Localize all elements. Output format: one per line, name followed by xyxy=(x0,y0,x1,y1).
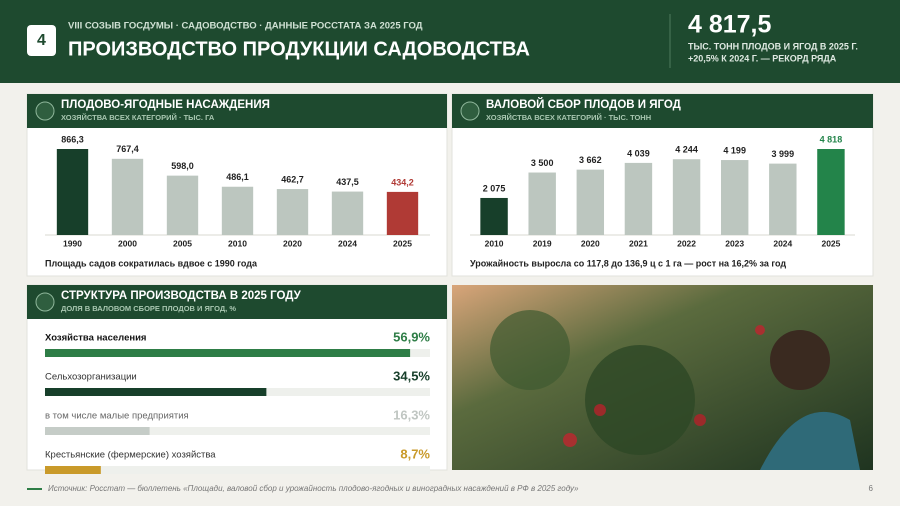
x-tick-label: 1990 xyxy=(63,238,82,248)
bar xyxy=(624,162,653,235)
title: ПРОИЗВОДСТВО ПРОДУКЦИИ САДОВОДСТВА xyxy=(68,38,530,60)
category-label: в том числе малые предприятия xyxy=(45,411,189,422)
category-label: Сельхозорганизации xyxy=(45,372,137,383)
card-header xyxy=(27,285,447,319)
bar xyxy=(576,169,605,235)
kpi-value: 4 817,5 xyxy=(688,11,772,39)
card-note: Урожайность выросла со 117,8 до 136,9 ц … xyxy=(470,258,786,268)
bar xyxy=(45,466,101,474)
card-header xyxy=(452,94,873,128)
page-number: 6 xyxy=(869,484,874,493)
card-icon xyxy=(35,292,55,312)
x-tick-label: 2005 xyxy=(173,238,192,248)
x-tick-label: 2025 xyxy=(393,238,412,248)
card-title: СТРУКТУРА ПРОИЗВОДСТВА В 2025 ГОДУ xyxy=(61,290,302,302)
x-tick-label: 2023 xyxy=(725,238,744,248)
photo xyxy=(452,285,873,470)
kpi-line: ТЫС. ТОНН ПЛОДОВ И ЯГОД В 2025 Г. xyxy=(688,41,858,51)
x-tick-label: 2024 xyxy=(338,238,357,248)
value-label: 34,5% xyxy=(393,368,430,383)
value-label: 4 039 xyxy=(627,148,650,158)
value-label: 4 199 xyxy=(723,145,746,155)
x-tick-label: 2000 xyxy=(118,238,137,248)
category-label: Хозяйства населения xyxy=(45,333,146,344)
bar xyxy=(720,160,749,235)
value-label: 3 500 xyxy=(531,158,554,168)
value-label: 4 244 xyxy=(675,145,698,155)
value-label: 866,3 xyxy=(61,134,84,144)
bar xyxy=(221,186,254,235)
x-tick-label: 2020 xyxy=(283,238,302,248)
value-label: 434,2 xyxy=(391,177,414,187)
footer-source: Источник: Росстат — бюллетень «Площади, … xyxy=(48,484,579,493)
category-label: Крестьянские (фермерские) хозяйства xyxy=(45,450,216,461)
bar xyxy=(276,189,309,235)
card-subtitle: ХОЗЯЙСТВА ВСЕХ КАТЕГОРИЙ · ТЫС. ТОНН xyxy=(486,113,651,122)
badge xyxy=(27,25,56,56)
x-tick-label: 2010 xyxy=(485,238,504,248)
x-tick-label: 2010 xyxy=(228,238,247,248)
x-tick-label: 2022 xyxy=(677,238,696,248)
header-bar xyxy=(0,0,900,83)
bar xyxy=(56,149,89,235)
bar xyxy=(45,388,267,396)
bar xyxy=(672,159,701,235)
card-subtitle: ХОЗЯЙСТВА ВСЕХ КАТЕГОРИЙ · ТЫС. ГА xyxy=(61,113,215,122)
bar-track xyxy=(45,466,430,474)
value-label: 8,7% xyxy=(400,446,430,461)
x-tick-label: 2021 xyxy=(629,238,648,248)
bar xyxy=(817,149,845,235)
x-tick-label: 2019 xyxy=(533,238,552,248)
kpi-line: +20,5% К 2024 Г. — РЕКОРД РЯДА xyxy=(688,53,837,63)
value-label: 3 999 xyxy=(772,149,795,159)
x-tick-label: 2020 xyxy=(581,238,600,248)
value-label: 462,7 xyxy=(281,174,304,184)
value-label: 767,4 xyxy=(116,144,139,154)
card-subtitle: ДОЛЯ В ВАЛОВОМ СБОРЕ ПЛОДОВ И ЯГОД, % xyxy=(61,304,236,313)
card-title: ВАЛОВОЙ СБОР ПЛОДОВ И ЯГОД xyxy=(486,98,681,111)
card-note: Площадь садов сократилась вдвое с 1990 г… xyxy=(45,258,258,268)
bar xyxy=(166,175,199,235)
bar xyxy=(480,197,508,235)
value-label: 16,3% xyxy=(393,407,430,422)
value-label: 2 075 xyxy=(483,183,506,193)
bar xyxy=(111,158,144,235)
card-icon xyxy=(35,101,55,121)
bar xyxy=(528,172,556,235)
card-header xyxy=(27,94,447,128)
value-label: 4 818 xyxy=(820,134,843,144)
x-tick-label: 2025 xyxy=(821,238,840,248)
value-label: 56,9% xyxy=(393,329,430,344)
value-label: 3 662 xyxy=(579,155,602,165)
bar xyxy=(769,163,797,235)
badge-number: 4 xyxy=(37,32,46,49)
value-label: 598,0 xyxy=(171,161,194,171)
bar-track xyxy=(45,427,430,435)
card-icon xyxy=(460,101,480,121)
supertitle: VIII СОЗЫВ ГОСДУМЫ · САДОВОДСТВО · ДАННЫ… xyxy=(68,21,423,32)
bar xyxy=(45,427,150,435)
card-title: ПЛОДОВО-ЯГОДНЫЕ НАСАЖДЕНИЯ xyxy=(61,99,270,111)
x-tick-label: 2024 xyxy=(773,238,792,248)
bar xyxy=(331,191,364,235)
value-label: 486,1 xyxy=(226,172,249,182)
value-label: 437,5 xyxy=(336,177,359,187)
bar xyxy=(45,349,411,357)
bar xyxy=(386,191,419,235)
